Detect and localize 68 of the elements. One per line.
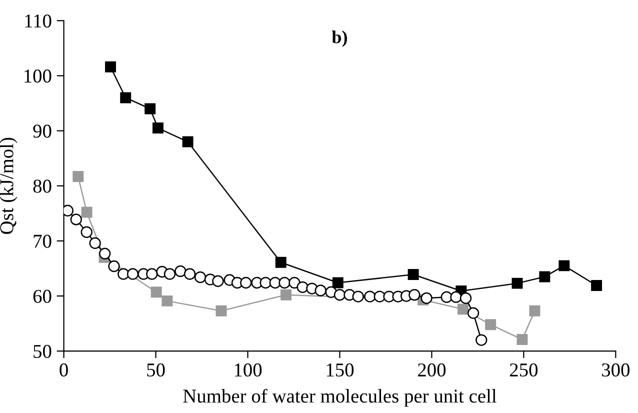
- y-tick-label: 90: [33, 124, 52, 138]
- point: [162, 295, 173, 306]
- y-tick-label: 50: [34, 344, 52, 358]
- point: [314, 284, 326, 296]
- y-tick-label: 110: [25, 14, 52, 28]
- point: [467, 307, 480, 319]
- point: [150, 286, 162, 298]
- point: [194, 271, 206, 284]
- x-tick-label: 50: [147, 363, 165, 377]
- point: [408, 269, 419, 280]
- point: [240, 276, 252, 289]
- y-tick-label: 80: [33, 180, 52, 193]
- point: [146, 268, 158, 280]
- point: [485, 319, 496, 330]
- point: [296, 281, 308, 294]
- point: [89, 237, 101, 249]
- y-tick-label: 100: [24, 70, 52, 83]
- x-tick-label: 100: [234, 363, 262, 377]
- y-tick-label: 60: [33, 290, 52, 303]
- point: [216, 305, 227, 316]
- point: [458, 304, 468, 315]
- point: [460, 292, 472, 304]
- x-tick-label: 150: [326, 363, 354, 377]
- point: [408, 289, 420, 301]
- point: [364, 290, 376, 302]
- text: b): [332, 30, 347, 47]
- point: [278, 276, 290, 289]
- point: [126, 268, 139, 280]
- point: [539, 271, 550, 282]
- point: [280, 289, 292, 300]
- point: [72, 171, 84, 182]
- point: [440, 291, 452, 303]
- point: [516, 334, 528, 345]
- point: [70, 214, 82, 226]
- point: [144, 103, 156, 114]
- x-tick-label: 0: [60, 363, 68, 377]
- point: [164, 268, 176, 280]
- point: [476, 334, 488, 346]
- point: [352, 290, 364, 302]
- x-tick-label: 300: [602, 363, 630, 377]
- point: [118, 268, 130, 280]
- point: [450, 291, 462, 303]
- point: [152, 122, 164, 134]
- point: [512, 278, 523, 289]
- x-axis-title: Number of water molecules per unit cell: [183, 388, 496, 407]
- point: [260, 276, 272, 289]
- x-tick-label: 250: [510, 363, 538, 377]
- point: [529, 305, 540, 316]
- point: [174, 265, 186, 278]
- point: [105, 61, 116, 72]
- point: [374, 290, 386, 302]
- point: [332, 277, 344, 288]
- point: [212, 275, 224, 287]
- point: [80, 226, 92, 238]
- point: [558, 260, 570, 272]
- y-axis-title: Qst (kJ/mol): [0, 138, 18, 234]
- point: [81, 206, 92, 218]
- point: [275, 256, 286, 268]
- point: [108, 260, 120, 272]
- point: [591, 280, 602, 292]
- point: [184, 268, 196, 280]
- point: [120, 92, 132, 104]
- x-tick-label: 200: [418, 363, 446, 377]
- point: [182, 136, 194, 148]
- point: [98, 248, 111, 260]
- point: [420, 292, 432, 304]
- y-tick-label: 70: [34, 234, 52, 248]
- point: [334, 289, 346, 301]
